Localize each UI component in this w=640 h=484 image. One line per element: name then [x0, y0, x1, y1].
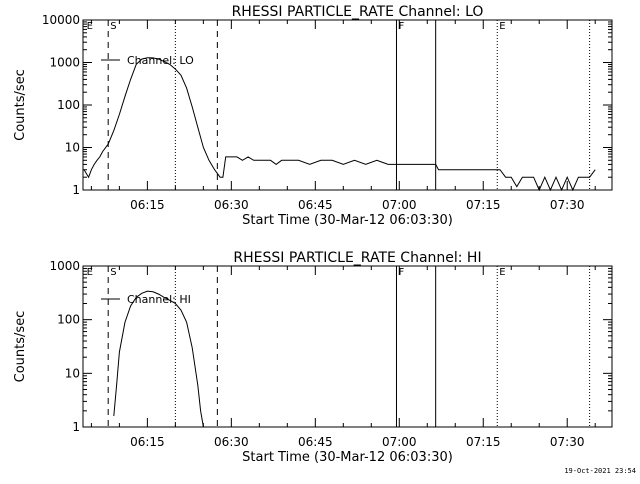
panel2-x-tick-label: 06:45: [298, 435, 333, 449]
panel2-event-marker-letter: E: [499, 267, 505, 278]
panel1-event-marker-letter: F: [398, 21, 404, 32]
panel1-y-tick-label: 1000: [49, 56, 80, 70]
panel2-x-tick-label: 06:15: [130, 435, 165, 449]
panel2-x-tick-label: 07:15: [466, 435, 501, 449]
panel2-x-tick-label: 06:30: [214, 435, 249, 449]
panel2-series-line: [113, 290, 204, 428]
panel1-event-marker-letter: S: [110, 21, 116, 32]
panel2-chart-title: RHESSI PARTICLE_RATE Channel: HI: [233, 250, 481, 266]
panel2-y-tick-label: 1: [72, 420, 80, 434]
panel1-y-tick-label: 10: [65, 141, 80, 155]
panel2-event-marker-letter: E: [87, 267, 93, 278]
panel2-x-tick-label: 07:00: [382, 435, 417, 449]
panel2-y-tick-label: 100: [57, 313, 80, 327]
panel1-x-tick-label: 07:00: [382, 198, 417, 212]
panel1-y-tick-label: 100: [57, 98, 80, 112]
panel2-event-marker-letter: S: [110, 267, 116, 278]
panel2-y-tick-label: 10: [65, 366, 80, 380]
panel2-y-axis-label: Counts/sec: [13, 311, 28, 383]
panel1-event-marker-letter: E: [87, 21, 93, 32]
panel1-x-axis-label: Start Time (30-Mar-12 06:03:30): [242, 213, 453, 228]
panel2-x-tick-label: 07:30: [550, 435, 585, 449]
panel1-y-axis-label: Counts/sec: [13, 69, 28, 141]
panel1-plot-frame: [82, 19, 613, 191]
panel1-event-marker-letter: E: [499, 21, 505, 32]
panel1-y-tick-label: 10000: [42, 13, 80, 27]
panel2-plot-frame: [82, 265, 613, 428]
panel2-y-tick-label: 1000: [49, 259, 80, 273]
panel1-chart-title: RHESSI PARTICLE_RATE Channel: LO: [232, 4, 484, 20]
panel1-x-tick-label: 07:15: [466, 198, 501, 212]
panel2-x-axis-label: Start Time (30-Mar-12 06:03:30): [242, 450, 453, 465]
panel1-x-tick-label: 07:30: [550, 198, 585, 212]
panel1-x-tick-label: 06:30: [214, 198, 249, 212]
panel1-x-tick-label: 06:45: [298, 198, 333, 212]
panel2-legend-label: Channel: HI: [127, 293, 191, 306]
panel1-series-line: [83, 57, 596, 192]
panel1-x-tick-label: 06:15: [130, 198, 165, 212]
footer-timestamp: 19-Oct-2021 23:54: [564, 467, 636, 475]
panel1-y-tick-label: 1: [72, 183, 80, 197]
panel2-event-marker-letter: F: [398, 267, 404, 278]
